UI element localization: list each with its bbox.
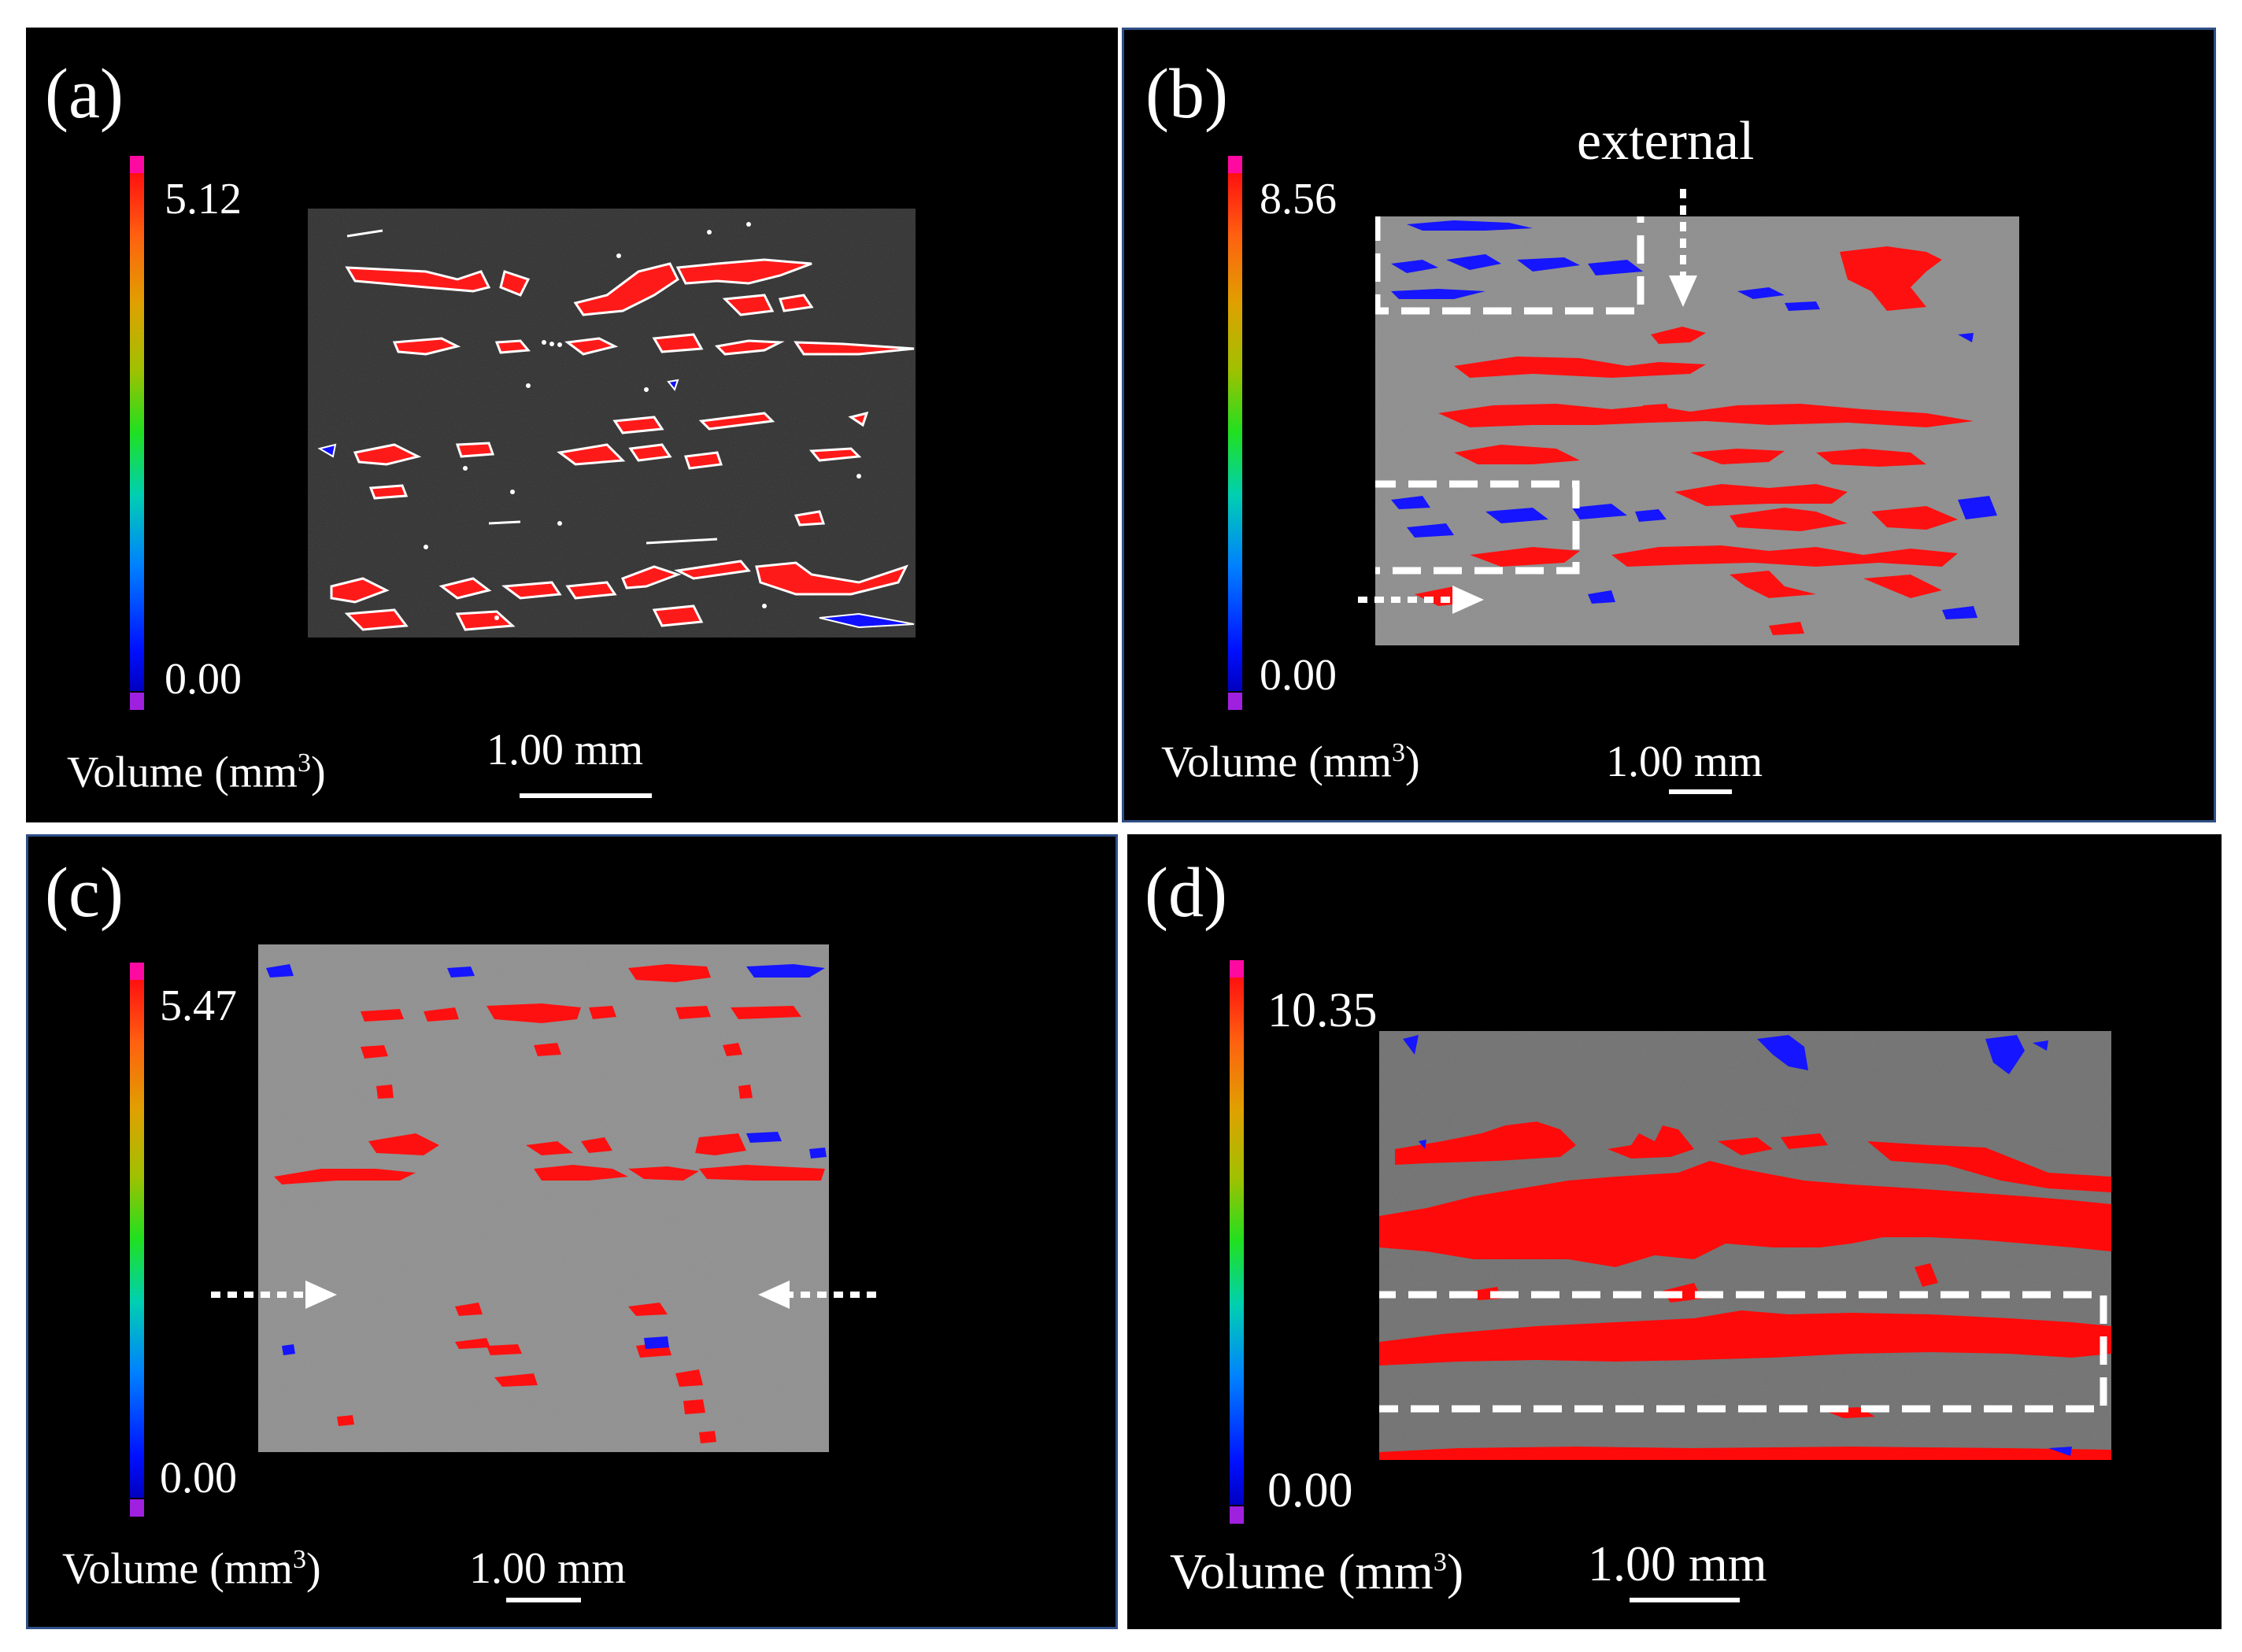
scale-bar-label: 1.00 mm [487, 726, 644, 774]
highlight-box [1379, 1291, 2107, 1413]
ct-slice-image [258, 944, 829, 1452]
pore-regions [274, 964, 825, 1443]
pore-regions [330, 258, 915, 631]
scale-bar-label: 1.00 mm [1588, 1536, 1767, 1591]
colorbar-max-value: 8.56 [1260, 175, 1337, 224]
colorbar-max-cap [1228, 156, 1242, 173]
colorbar-min-cap [130, 1499, 144, 1517]
external-annotation: external [1577, 111, 1755, 172]
colorbar-max-cap [130, 963, 144, 980]
volume-label-text: Volume (mm [62, 1544, 293, 1594]
panel-label: (a) [45, 55, 124, 133]
annotation-arrows [1358, 189, 1697, 614]
volume-label-close: ) [305, 1544, 321, 1594]
panel-c: (c) 5.47 0.00 Volume (mm3) 1.00 mm [26, 834, 1118, 1629]
colorbar-max-value: 5.47 [160, 981, 237, 1030]
colorbar-min-cap [1228, 693, 1242, 710]
volume-label: Volume (mm3) [67, 750, 326, 795]
volume-label-text: Volume (mm [67, 748, 298, 797]
volume-label-close: ) [310, 748, 326, 797]
colorbar-min-value: 0.00 [1260, 651, 1337, 700]
scale-bar [520, 793, 652, 798]
volume-label: Volume (mm3) [62, 1547, 321, 1591]
colorbar-max-cap [130, 156, 144, 173]
panel-a: (a) 5.12 0.00 Volume (mm3) 1.00 mm [26, 28, 1118, 822]
volume-label-text: Volume (mm [1170, 1543, 1434, 1599]
ct-slice-image [1379, 1031, 2111, 1460]
arrow-right-icon [305, 1281, 337, 1309]
scale-bar-label: 1.00 mm [1606, 737, 1763, 786]
volume-label-close: ) [1446, 1543, 1464, 1599]
ct-slice-image [1375, 216, 2019, 645]
annotation-arrows [211, 1281, 876, 1309]
colorbar [1230, 978, 1244, 1505]
volume-unit-exponent: 3 [1433, 1547, 1447, 1577]
volume-label-close: ) [1404, 737, 1420, 787]
blue-pores [317, 379, 915, 629]
scale-bar [1630, 1598, 1740, 1602]
colorbar [130, 980, 144, 1498]
volume-label: Volume (mm3) [1161, 740, 1420, 785]
colorbar-min-cap [1230, 1506, 1244, 1524]
colorbar [1228, 173, 1242, 691]
colorbar [130, 173, 144, 691]
small-pores [424, 222, 861, 620]
volume-label: Volume (mm3) [1170, 1547, 1463, 1597]
panel-d: (d) 10.35 0.00 Volume (mm3) 1.00 mm [1127, 834, 2222, 1629]
volume-label-text: Volume (mm [1161, 737, 1392, 787]
colorbar-min-value: 0.00 [165, 655, 242, 704]
volume-unit-exponent: 3 [292, 1545, 306, 1574]
blue-pores [1391, 220, 1997, 619]
colorbar-max-cap [1230, 960, 1244, 978]
highlight-boxes [1375, 216, 1645, 575]
pore-regions [1415, 246, 1974, 635]
panel-label: (b) [1145, 55, 1228, 133]
scale-bar [1669, 789, 1732, 794]
panel-b: (b) external 8.56 0.00 Volume (mm3) 1.00… [1122, 28, 2216, 822]
colorbar-max-value: 10.35 [1267, 984, 1378, 1037]
pore-regions [1379, 1122, 2111, 1460]
scale-bar-label: 1.00 mm [469, 1544, 627, 1593]
blue-pores [266, 964, 827, 1355]
panel-label: (c) [45, 854, 124, 932]
colorbar-min-value: 0.00 [1267, 1464, 1353, 1517]
arrow-right-icon [1452, 586, 1484, 614]
colorbar-min-value: 0.00 [160, 1454, 237, 1502]
volume-unit-exponent: 3 [1391, 738, 1405, 767]
colorbar-max-value: 5.12 [165, 175, 242, 224]
colorbar-min-cap [130, 693, 144, 710]
scale-bar [506, 1598, 581, 1602]
volume-unit-exponent: 3 [297, 748, 311, 778]
ct-slice-image [308, 209, 916, 638]
blue-pores [1403, 1035, 2072, 1456]
arrow-left-icon [758, 1281, 790, 1309]
panel-label: (d) [1145, 854, 1227, 932]
arrow-down-icon [1669, 275, 1697, 307]
